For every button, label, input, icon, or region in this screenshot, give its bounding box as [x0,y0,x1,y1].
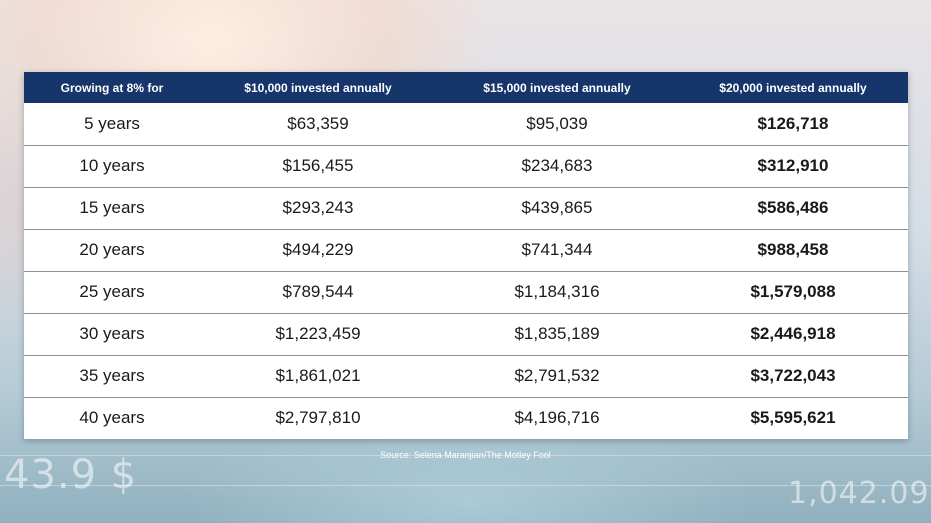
cell-15000-annually: $2,791,532 [514,366,600,385]
returns-table-card: Growing at 8% for $10,000 invested annua… [24,72,908,439]
background-number: 1,042.09 [788,476,930,511]
cell-15000-annually: $95,039 [526,113,588,133]
cell-10000-annually: $63,359 [287,113,349,133]
cell-10000-annually: $1,223,459 [275,324,361,343]
background-gridline [0,485,931,486]
cell-20000-annually: $2,446,918 [750,324,836,343]
header-20000-annually: $20,000 invested annually [719,80,867,95]
cell-20000-annually: $586,486 [757,198,829,217]
background-number: 43.9 $ [4,452,138,498]
cell-20000-annually: $126,718 [757,113,829,133]
cell-15000-annually: $1,184,316 [514,282,600,301]
cell-duration: 40 years [79,408,145,428]
cell-10000-annually: $156,455 [282,156,354,175]
cell-20000-annually: $312,910 [757,156,829,175]
cell-duration: 10 years [79,156,145,175]
table-row: 30 years $1,223,459 $1,835,189 $2,446,918 [24,313,908,355]
cell-10000-annually: $789,544 [282,282,354,301]
cell-15000-annually: $741,344 [521,240,593,259]
cell-20000-annually: $5,595,621 [750,408,836,428]
cell-15000-annually: $4,196,716 [514,408,600,428]
returns-table: Growing at 8% for $10,000 invested annua… [24,72,908,439]
cell-20000-annually: $3,722,043 [750,366,836,385]
table-row: 20 years $494,229 $741,344 $988,458 [24,229,908,271]
cell-duration: 15 years [79,198,145,217]
table-row: 5 years $63,359 $95,039 $126,718 [24,103,908,145]
table-row: 35 years $1,861,021 $2,791,532 $3,722,043 [24,355,908,397]
cell-15000-annually: $439,865 [521,198,593,217]
table-row: 25 years $789,544 $1,184,316 $1,579,088 [24,271,908,313]
cell-20000-annually: $988,458 [757,240,829,259]
cell-duration: 5 years [84,113,140,133]
cell-15000-annually: $1,835,189 [514,324,600,343]
cell-duration: 35 years [79,366,145,385]
background-gridline [0,455,931,456]
cell-10000-annually: $1,861,021 [275,366,361,385]
cell-10000-annually: $494,229 [282,240,354,259]
table-row: 40 years $2,797,810 $4,196,716 $5,595,621 [24,397,908,439]
header-duration: Growing at 8% for [60,80,164,95]
cell-15000-annually: $234,683 [521,156,593,175]
table-row: 15 years $293,243 $439,865 $586,486 [24,187,908,229]
cell-duration: 20 years [79,240,145,259]
table-body: 5 years $63,359 $95,039 $126,718 10 years $15… [24,103,908,439]
table-header-row: Growing at 8% for $10,000 invested annua… [24,72,908,103]
cell-10000-annually: $293,243 [282,198,354,217]
source-credit: Source: Selena Maranjian/The Motley Fool [380,450,551,460]
header-10000-annually: $10,000 invested annually [244,80,392,95]
cell-duration: 30 years [79,324,145,343]
cell-duration: 25 years [79,282,145,301]
header-15000-annually: $15,000 invested annually [483,80,631,95]
cell-10000-annually: $2,797,810 [275,408,361,428]
table-row: 10 years $156,455 $234,683 $312,910 [24,145,908,187]
cell-20000-annually: $1,579,088 [750,282,836,301]
